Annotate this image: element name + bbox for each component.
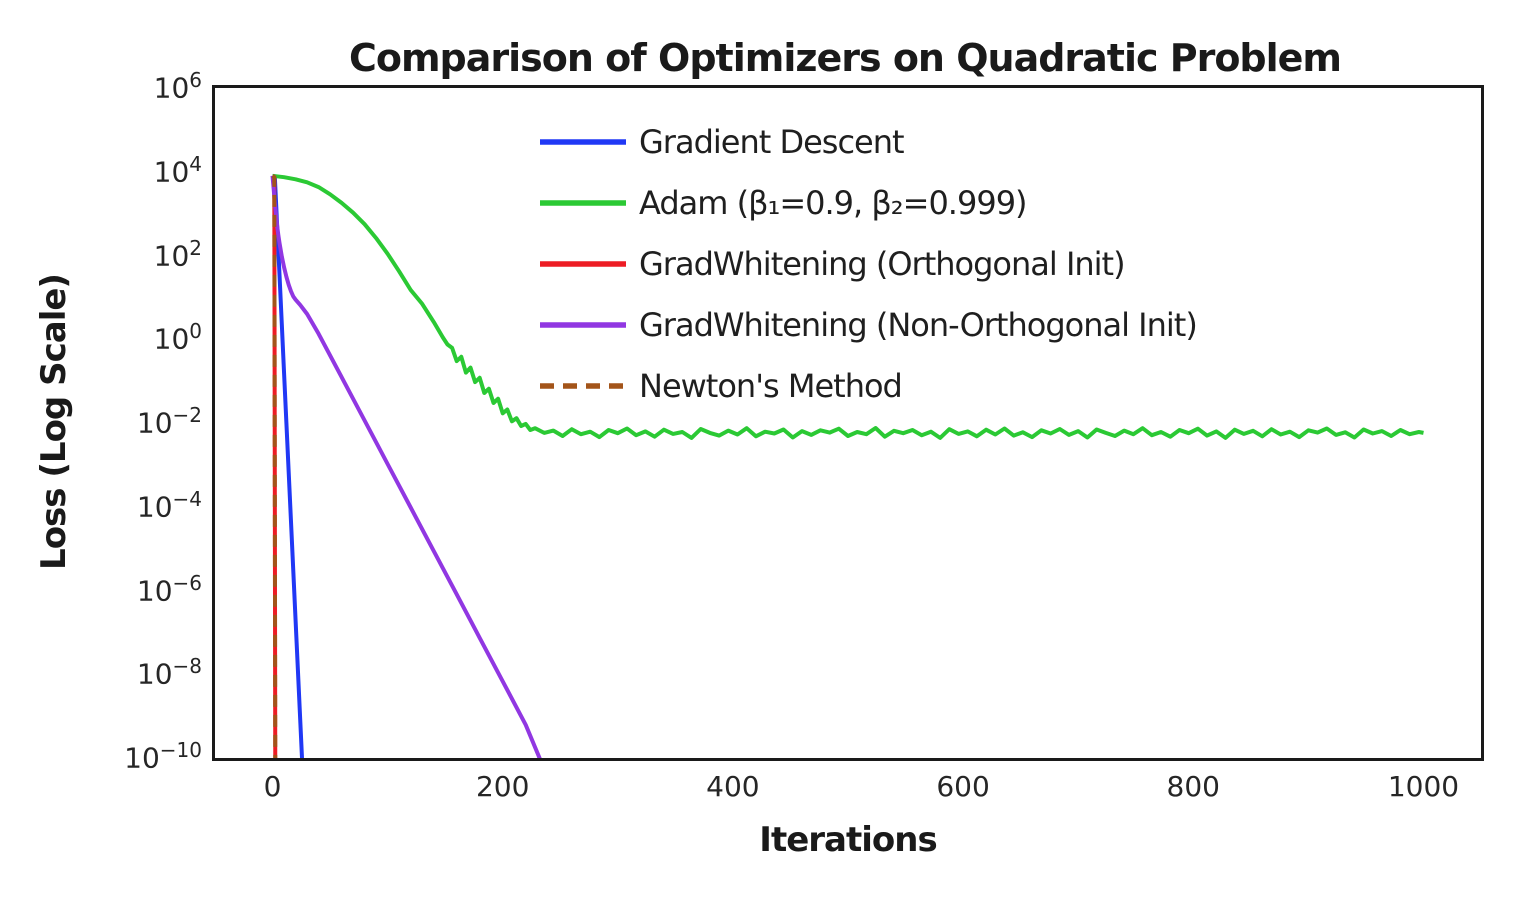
series-line-gradwhitening-non-orthogonal <box>270 175 542 758</box>
x-tick-label: 1000 <box>1387 770 1460 803</box>
y-tick-label: 10−2 <box>136 403 202 440</box>
y-tick-label: 10−8 <box>136 654 202 691</box>
y-tick-label: 100 <box>153 319 202 356</box>
legend-item-adam: Adam (β₁=0.9, β₂=0.999) <box>540 172 1197 233</box>
y-tick-label: 104 <box>153 151 202 189</box>
legend-line-swatch-newtons-method <box>540 382 626 389</box>
y-tick-label: 10−10 <box>124 738 202 775</box>
plot-area <box>212 85 1484 761</box>
x-tick-label: 400 <box>706 770 760 803</box>
y-tick-label: 10−4 <box>136 486 202 524</box>
x-tick-label: 200 <box>475 770 530 803</box>
legend-item-gradient-descent: Gradient Descent <box>540 111 1197 172</box>
x-tick-label: 600 <box>936 770 990 803</box>
legend-line-swatch-gradwhitening-non-orthogonal <box>540 321 626 328</box>
legend-item-newtons-method: Newton's Method <box>540 355 1197 416</box>
legend-label: GradWhitening (Non-Orthogonal Init) <box>639 305 1198 344</box>
legend-label: Gradient Descent <box>639 122 905 161</box>
y-tick-label: 106 <box>153 68 202 105</box>
legend-item-gradwhitening-non-orthogonal: GradWhitening (Non-Orthogonal Init) <box>540 294 1198 355</box>
legend-line-swatch-adam <box>540 199 626 206</box>
y-tick-label: 102 <box>153 235 202 272</box>
legend-line-swatch-gradwhitening-orthogonal <box>540 260 626 267</box>
x-axis-label: Iterations <box>759 820 937 860</box>
legend-label: Newton's Method <box>639 366 903 405</box>
legend-label: GradWhitening (Orthogonal Init) <box>639 244 1126 283</box>
legend-item-gradwhitening-orthogonal: GradWhitening (Orthogonal Init) <box>540 233 1197 294</box>
plot-canvas <box>270 173 1424 758</box>
legend-label: Adam (β₁=0.9, β₂=0.999) <box>639 183 1028 222</box>
chart-title: Comparison of Optimizers on Quadratic Pr… <box>348 36 1342 80</box>
legend-line-swatch-gradient-descent <box>540 138 626 145</box>
x-tick-label: 0 <box>263 770 282 803</box>
y-tick-label: 10−6 <box>136 570 202 607</box>
series-line-adam <box>272 173 1424 440</box>
series-line-newtons-method <box>271 174 278 758</box>
legend: Gradient Descent Adam (β₁=0.9, β₂=0.999) G… <box>540 111 1198 416</box>
x-tick-label: 800 <box>1166 770 1220 803</box>
